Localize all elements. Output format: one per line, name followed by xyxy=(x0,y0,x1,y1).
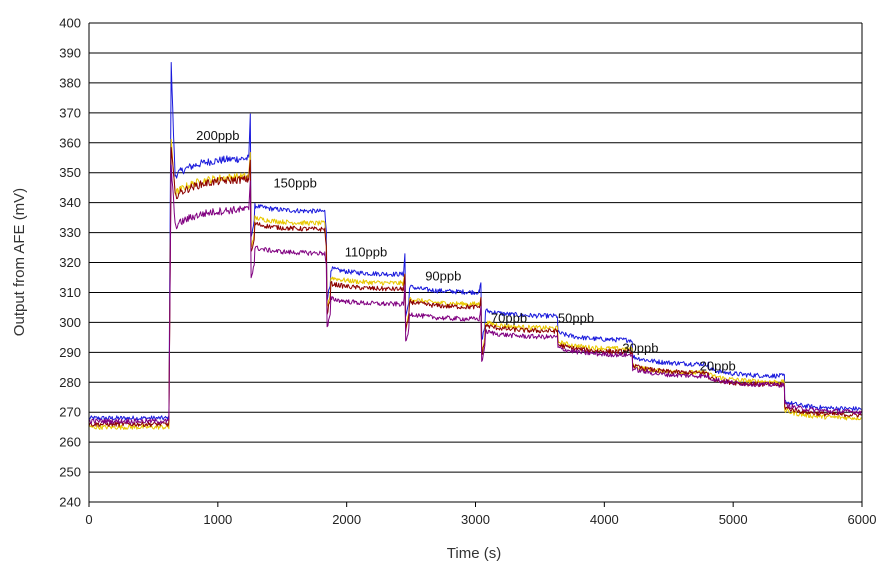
axes xyxy=(88,23,863,507)
y-tick-label-350: 350 xyxy=(59,165,81,180)
annotation-4: 90ppb xyxy=(425,268,461,283)
x-axis-title: Time (s) xyxy=(447,545,501,562)
y-tick-label-240: 240 xyxy=(59,495,81,510)
x-tick-label-6000: 6000 xyxy=(848,512,877,527)
x-tick-label-4000: 4000 xyxy=(590,512,619,527)
y-tick-label-360: 360 xyxy=(59,135,81,150)
x-tick-label-2000: 2000 xyxy=(332,512,361,527)
x-tick-label-1000: 1000 xyxy=(203,512,232,527)
x-tick-label-3000: 3000 xyxy=(461,512,490,527)
y-tick-label-280: 280 xyxy=(59,375,81,390)
annotation-2: 150ppb xyxy=(273,176,316,191)
y-tick-label-370: 370 xyxy=(59,105,81,120)
y-tick-label-320: 320 xyxy=(59,255,81,270)
y-tick-label-290: 290 xyxy=(59,345,81,360)
y-tick-label-390: 390 xyxy=(59,45,81,60)
x-tick-label-0: 0 xyxy=(85,512,92,527)
annotation-3: 110ppb xyxy=(345,245,387,260)
y-tick-label-330: 330 xyxy=(59,225,81,240)
annotation-layer: 200ppb 150ppb 110ppb 90ppb 70ppb 50ppb 30ppb 20… xyxy=(196,128,736,374)
y-tick-label-300: 300 xyxy=(59,315,81,330)
annotation-1: 200ppb xyxy=(196,128,239,143)
tick-labels: 240 250 260 270 280 290 300 310 320 330 340 350 360 3… xyxy=(59,16,876,528)
grid-lines xyxy=(89,22,862,503)
y-tick-label-340: 340 xyxy=(59,195,81,210)
series-line-4 xyxy=(88,164,862,425)
y-tick-label-270: 270 xyxy=(59,405,81,420)
y-tick-label-310: 310 xyxy=(59,285,81,300)
x-tick-label-5000: 5000 xyxy=(719,512,748,527)
y-tick-label-250: 250 xyxy=(59,465,81,480)
y-tick-label-380: 380 xyxy=(59,75,81,90)
y-axis-title: Output from AFE (mV) xyxy=(11,188,28,336)
annotation-6: 50ppb xyxy=(558,310,594,325)
series-layer xyxy=(88,62,862,430)
annotation-5: 70ppb xyxy=(491,310,527,325)
series-line-1 xyxy=(88,62,862,422)
annotation-7: 30ppb xyxy=(622,340,658,355)
annotation-8: 20ppb xyxy=(700,358,736,373)
y-tick-label-260: 260 xyxy=(59,435,81,450)
y-tick-label-400: 400 xyxy=(59,16,81,31)
